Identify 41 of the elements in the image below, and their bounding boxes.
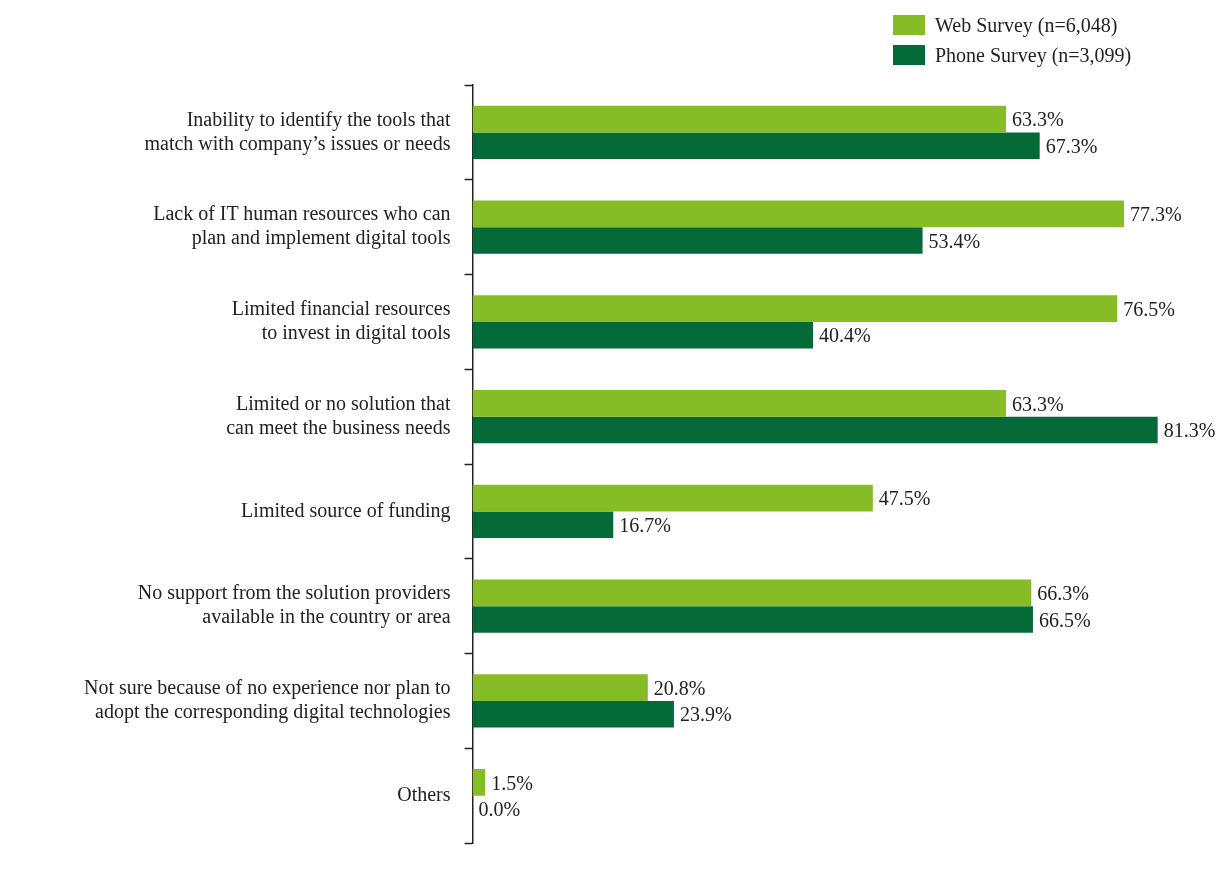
bar	[472, 700, 674, 728]
bar	[472, 321, 813, 349]
y-tick-label: Others	[397, 782, 451, 805]
data-label: 66.5%	[1038, 608, 1091, 631]
data-label: 63.3%	[1011, 392, 1064, 415]
data-label: 16.7%	[619, 513, 671, 536]
y-tick-label: Limited financial resources to invest in digital tools	[231, 297, 451, 345]
bar	[472, 416, 1158, 444]
bar	[472, 579, 1032, 607]
data-label: 20.8%	[653, 676, 706, 699]
data-label: 0.0%	[478, 798, 521, 821]
bar	[472, 769, 486, 796]
data-label: 81.3%	[1163, 419, 1216, 442]
y-tick-label: Limited source of funding	[241, 498, 451, 522]
y-tick-label: Inability to identify the tools that match with company’s issues or needs	[144, 107, 451, 155]
data-label: 1.5%	[491, 771, 533, 794]
bar	[472, 484, 873, 512]
legend-label: Web Survey (n=6,048)	[935, 13, 1118, 37]
bar	[472, 606, 1033, 633]
bar	[472, 511, 614, 538]
bar	[472, 227, 923, 254]
data-label: 40.4%	[819, 324, 871, 347]
bar	[472, 200, 1124, 228]
y-tick-label: Lack of IT human resources who can plan and implement digital tools	[153, 202, 451, 250]
data-label: 23.9%	[679, 703, 732, 726]
y-tick-label: Limited or no solution that can meet the business needs	[226, 391, 451, 438]
bar	[472, 105, 1006, 133]
bar	[472, 132, 1040, 159]
data-label: 47.5%	[878, 487, 931, 510]
data-label: 67.3%	[1045, 134, 1098, 157]
y-tick-label: No support from the solution providers available in the country or area	[137, 581, 451, 629]
data-label: 66.3%	[1037, 582, 1089, 605]
bar	[472, 390, 1006, 417]
bar	[472, 674, 648, 701]
data-label: 63.3%	[1011, 108, 1064, 131]
bar	[472, 295, 1118, 322]
data-label: 77.3%	[1129, 203, 1182, 226]
legend-label: Phone Survey (n=3,099)	[935, 43, 1132, 67]
data-label: 76.5%	[1123, 297, 1175, 320]
y-tick-label: Not sure because of no experience nor plan to adopt the corresponding digital technologies	[83, 676, 451, 724]
data-label: 53.4%	[928, 229, 981, 252]
